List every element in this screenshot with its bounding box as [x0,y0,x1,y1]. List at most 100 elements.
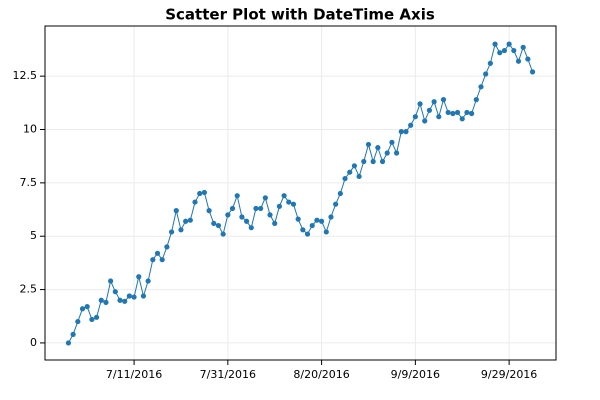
point [492,41,498,47]
point [394,150,400,156]
point [131,294,137,300]
point [347,169,353,175]
point [103,299,109,305]
point [183,218,189,224]
point [384,150,390,156]
point [333,201,339,207]
point [220,231,226,237]
point [408,122,414,128]
point [234,193,240,199]
point [529,69,536,75]
point [150,257,156,263]
y-tick-label: 10 [23,123,37,136]
point [464,109,470,116]
point [117,297,123,303]
point [276,203,283,209]
point [356,173,362,180]
point [258,205,264,212]
point [75,318,81,325]
point [173,208,179,214]
point [422,118,428,124]
point [314,217,320,223]
point [84,304,90,310]
point [201,189,207,196]
point [525,56,531,62]
plot-frame [44,25,557,361]
point [309,222,315,229]
y-tick-label: 5 [30,229,37,242]
point [98,297,104,303]
point [79,306,86,312]
point [328,214,334,220]
point [136,274,142,280]
x-tick-label: 7/31/2016 [200,368,256,381]
point [487,60,493,66]
point [300,227,306,233]
point [337,190,343,197]
point [454,109,461,116]
point [168,229,175,235]
point [318,218,325,224]
point [417,101,423,107]
point [379,158,386,165]
point [211,220,217,227]
point [431,99,437,105]
point [375,145,381,151]
point [248,225,254,231]
point [243,218,250,224]
point [290,201,297,207]
point [206,208,212,214]
point [239,214,245,220]
series-line [68,42,534,344]
point [187,217,193,223]
point [370,158,376,165]
y-tick-label: 12.5 [13,69,38,82]
y-tick-label: 2.5 [20,283,38,296]
point [178,227,184,233]
point [215,222,222,229]
point [515,58,522,64]
point [154,250,161,256]
x-tick-label: 9/9/2016 [391,368,440,381]
point [159,257,165,263]
point [93,314,100,320]
point [108,278,114,284]
point [361,158,367,165]
point [445,109,451,116]
point [262,195,268,201]
point [440,97,447,103]
point [225,212,231,218]
point [469,110,475,117]
point [112,289,118,295]
point [351,163,358,169]
point [520,44,526,50]
point [281,193,287,199]
point [459,116,465,122]
x-tick-label: 7/11/2016 [106,368,162,381]
point [403,129,409,135]
point [89,316,95,323]
point [426,107,433,113]
point [365,141,372,148]
x-tick-label: 8/20/2016 [293,368,349,381]
point [304,231,311,237]
y-tick-label: 0 [30,336,37,349]
point [229,205,236,212]
point [192,199,198,205]
point [126,293,132,299]
point [323,229,329,235]
point [511,47,517,54]
point [272,220,278,227]
point [436,114,442,120]
point [197,190,203,197]
point [145,278,151,284]
point [412,114,418,120]
point [295,216,301,222]
point [478,84,484,90]
point [506,41,512,47]
point [389,139,395,145]
point [65,340,72,346]
point [342,175,348,182]
point [140,293,147,299]
